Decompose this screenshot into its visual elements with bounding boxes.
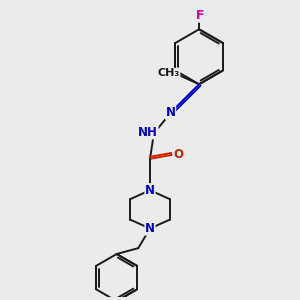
Text: N: N bbox=[145, 222, 155, 235]
Text: NH: NH bbox=[138, 126, 158, 139]
Text: CH₃: CH₃ bbox=[158, 68, 180, 78]
Text: O: O bbox=[173, 148, 184, 161]
Text: N: N bbox=[145, 184, 155, 197]
Text: N: N bbox=[166, 106, 176, 119]
Text: F: F bbox=[196, 9, 204, 22]
